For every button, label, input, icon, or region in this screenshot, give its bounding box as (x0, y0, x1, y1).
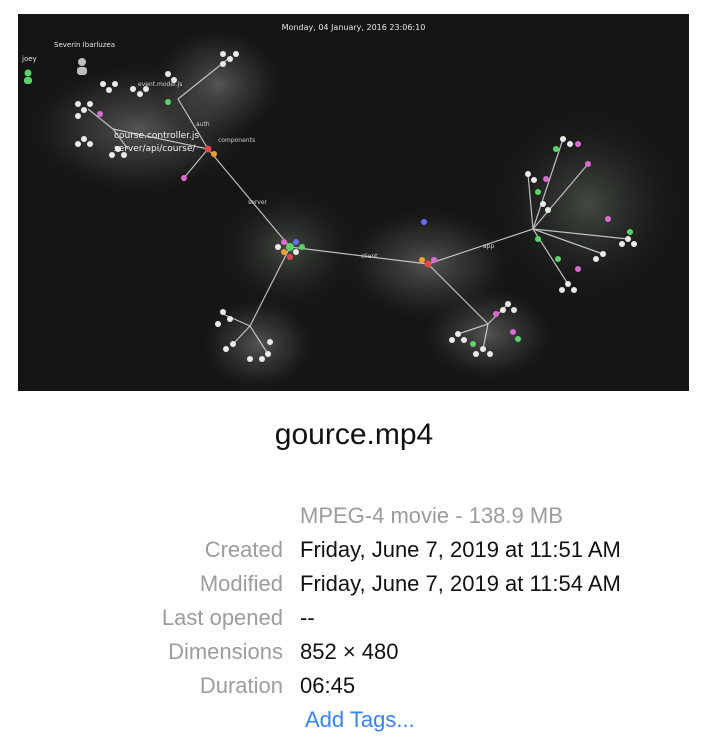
overlay-line-2: server/api/course/ (114, 144, 196, 154)
dimensions-row: Dimensions 852 × 480 (0, 638, 708, 666)
kind-row: MPEG-4 movie - 138.9 MB (0, 502, 708, 530)
created-label: Created (204, 537, 283, 562)
user-avatar-secondary (24, 69, 32, 84)
label-event-model: event.model.js (138, 81, 182, 88)
created-value: Friday, June 7, 2019 at 11:51 AM (300, 537, 621, 562)
node-cluster-server (275, 239, 305, 260)
video-user-secondary: joey (22, 55, 37, 63)
created-row: Created Friday, June 7, 2019 at 11:51 AM (0, 536, 708, 564)
dimensions-label: Dimensions (168, 639, 283, 664)
duration-value: 06:45 (300, 673, 356, 698)
label-app: app (483, 243, 494, 250)
label-client: client (361, 253, 378, 260)
node-cluster-root (419, 219, 437, 268)
label-auth: auth (196, 121, 210, 128)
add-tags-link[interactable]: Add Tags... (305, 707, 415, 732)
file-kind-size: MPEG-4 movie - 138.9 MB (300, 503, 563, 528)
last-opened-row: Last opened -- (0, 604, 708, 632)
label-components: components (218, 137, 255, 144)
gource-visualization: components server event.model.js auth cl… (18, 24, 689, 391)
tags-row: Add Tags... (0, 706, 708, 734)
video-preview[interactable]: components server event.model.js auth cl… (18, 14, 689, 391)
modified-label: Modified (199, 571, 283, 596)
modified-value: Friday, June 7, 2019 at 11:54 AM (300, 571, 621, 596)
last-opened-value: -- (300, 605, 315, 630)
overlay-line-1: course.controller.js (114, 131, 199, 141)
file-name: gource.mp4 (274, 418, 434, 451)
modified-row: Modified Friday, June 7, 2019 at 11:54 A… (0, 570, 708, 598)
duration-label: Duration (199, 673, 283, 698)
duration-row: Duration 06:45 (0, 672, 708, 700)
video-timestamp: Monday, 04 January, 2016 23:06:10 (281, 23, 426, 32)
label-server: server (248, 199, 268, 206)
node-cluster-components (181, 145, 217, 181)
video-user-primary: Severin Ibarluzea (54, 41, 116, 49)
last-opened-label: Last opened (161, 605, 283, 630)
user-avatar-primary (77, 58, 87, 75)
dimensions-value: 852 × 480 (300, 639, 399, 664)
